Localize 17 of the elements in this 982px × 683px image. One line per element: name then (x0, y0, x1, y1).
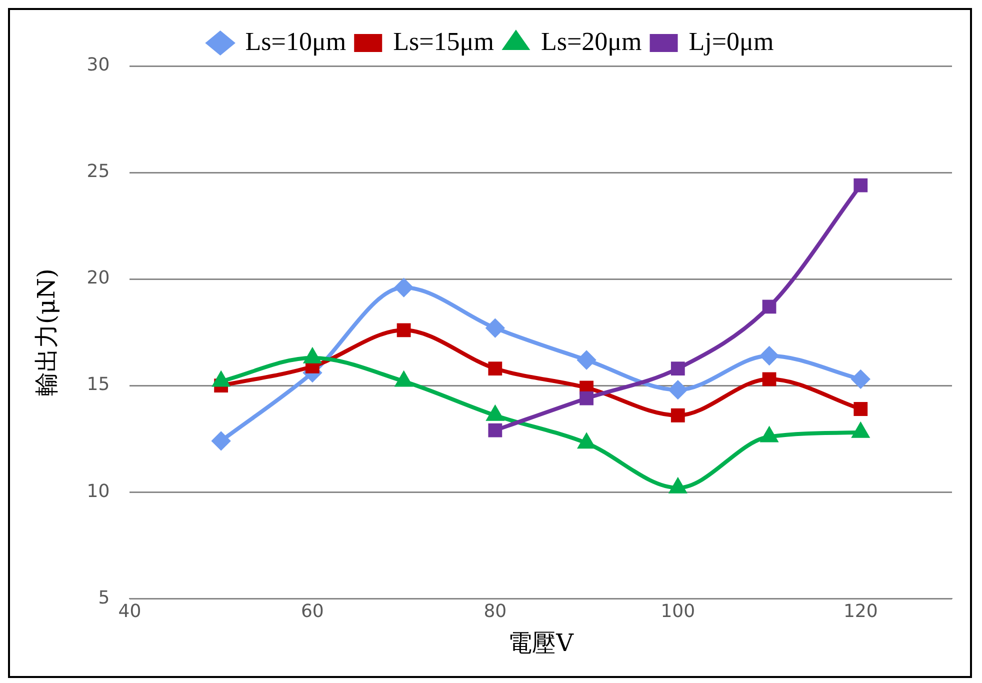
legend-label: Ls=15μm (393, 26, 494, 56)
x-axis-title: 電壓V (508, 628, 574, 657)
y-tick-label: 25 (86, 161, 110, 182)
legend-label: Lj=0μm (688, 26, 774, 56)
y-tick-label: 5 (98, 587, 110, 608)
legend-label: Ls=10μm (245, 26, 346, 56)
y-tick-label: 10 (86, 480, 110, 502)
x-tick-label: 40 (118, 601, 142, 622)
x-tick-label: 60 (300, 601, 324, 622)
x-tick-label: 80 (484, 601, 507, 622)
y-tick-label: 30 (86, 54, 110, 76)
x-tick-label: 100 (660, 601, 696, 622)
y-tick-label: 15 (86, 374, 110, 396)
y-tick-label: 20 (86, 268, 110, 289)
x-tick-label: 120 (843, 601, 878, 622)
y-axis-title: 輸出力(μN) (32, 268, 61, 396)
legend-label: Ls=20μm (540, 26, 642, 56)
